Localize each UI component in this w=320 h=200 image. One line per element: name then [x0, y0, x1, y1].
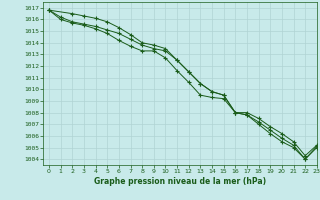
X-axis label: Graphe pression niveau de la mer (hPa): Graphe pression niveau de la mer (hPa)	[94, 177, 266, 186]
